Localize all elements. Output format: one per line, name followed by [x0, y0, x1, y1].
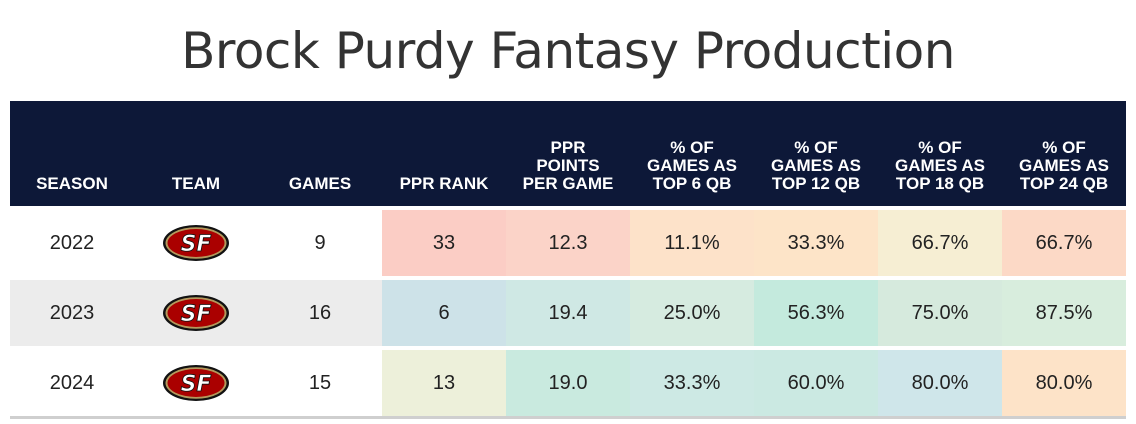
svg-text:SF: SF: [181, 232, 212, 257]
col-header-top12: % OF GAMES AS TOP 12 QB: [754, 101, 878, 206]
ppr-ppg-cell: 12.3: [506, 206, 630, 276]
stats-table: SEASON TEAM GAMES PPR RANK PPR POINTS PER …: [10, 101, 1126, 419]
top24-cell: 80.0%: [1002, 346, 1126, 419]
team-cell: SF: [134, 206, 258, 276]
team-logo-icon: SF: [162, 225, 230, 261]
top18-cell: 75.0%: [878, 276, 1002, 346]
season-cell: 2022: [10, 206, 134, 276]
team-logo-icon: SF: [162, 365, 230, 401]
col-header-top6: % OF GAMES AS TOP 6 QB: [630, 101, 754, 206]
team-cell: SF: [134, 276, 258, 346]
col-header-top24: % OF GAMES AS TOP 24 QB: [1002, 101, 1126, 206]
season-cell: 2024: [10, 346, 134, 419]
col-header-team: TEAM: [134, 101, 258, 206]
team-cell: SF: [134, 346, 258, 419]
top18-cell: 80.0%: [878, 346, 1002, 419]
top6-cell: 33.3%: [630, 346, 754, 419]
col-header-season: SEASON: [10, 101, 134, 206]
svg-text:SF: SF: [181, 302, 212, 327]
header-row: SEASON TEAM GAMES PPR RANK PPR POINTS PER …: [10, 101, 1126, 206]
top12-cell: 60.0%: [754, 346, 878, 419]
season-cell: 2023: [10, 276, 134, 346]
top6-cell: 11.1%: [630, 206, 754, 276]
table-row: 2022 SF 9 33 12.3 11.1% 33.3% 66.7% 66.7%: [10, 206, 1126, 276]
col-header-top18: % OF GAMES AS TOP 18 QB: [878, 101, 1002, 206]
table-row: 2023 SF 16 6 19.4 25.0% 56.3% 75.0% 87.5%: [10, 276, 1126, 346]
page-title: Brock Purdy Fantasy Production: [181, 22, 955, 80]
games-cell: 15: [258, 346, 382, 419]
col-header-games: GAMES: [258, 101, 382, 206]
ppr-rank-cell: 33: [382, 206, 506, 276]
ppr-ppg-cell: 19.0: [506, 346, 630, 419]
top24-cell: 87.5%: [1002, 276, 1126, 346]
games-cell: 16: [258, 276, 382, 346]
svg-text:SF: SF: [181, 372, 212, 397]
team-logo-icon: SF: [162, 295, 230, 331]
top12-cell: 33.3%: [754, 206, 878, 276]
col-header-ppr-ppg: PPR POINTS PER GAME: [506, 101, 630, 206]
top6-cell: 25.0%: [630, 276, 754, 346]
table-row: 2024 SF 15 13 19.0 33.3% 60.0% 80.0% 80.0%: [10, 346, 1126, 419]
top18-cell: 66.7%: [878, 206, 1002, 276]
top24-cell: 66.7%: [1002, 206, 1126, 276]
col-header-ppr-rank: PPR RANK: [382, 101, 506, 206]
ppr-rank-cell: 6: [382, 276, 506, 346]
ppr-ppg-cell: 19.4: [506, 276, 630, 346]
top12-cell: 56.3%: [754, 276, 878, 346]
ppr-rank-cell: 13: [382, 346, 506, 419]
games-cell: 9: [258, 206, 382, 276]
